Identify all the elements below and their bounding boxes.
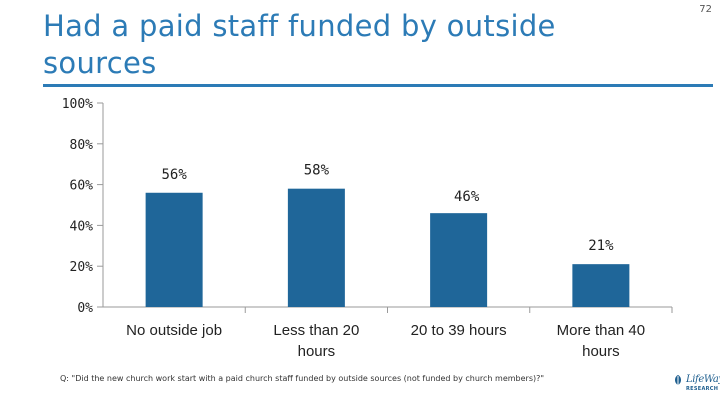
bar (430, 213, 488, 307)
x-tick-label: No outside job (126, 322, 222, 339)
survey-question-footnote: Q: "Did the new church work start with a… (60, 374, 545, 383)
x-tick-label: More than 40 (557, 322, 645, 339)
logo-leaf-icon (675, 375, 681, 385)
x-tick-label: hours (582, 343, 620, 360)
x-tick-label: Less than 20 (273, 322, 359, 339)
data-label: 46% (454, 189, 480, 205)
y-tick-label: 80% (70, 138, 94, 153)
page-title: Had a paid staff funded by outside sourc… (43, 9, 556, 80)
page-number: 72 (699, 4, 712, 15)
data-label: 21% (588, 238, 614, 254)
y-tick-label: 0% (77, 301, 93, 316)
x-tick-label: hours (298, 343, 336, 360)
logo-subtext: RESEARCH (686, 386, 719, 392)
y-tick-label: 40% (70, 219, 94, 234)
x-tick-label: 20 to 39 hours (411, 322, 507, 339)
bar (287, 188, 345, 307)
data-label: 58% (304, 163, 330, 179)
logo-wordmark: LifeWay (686, 374, 720, 385)
y-tick-label: 20% (70, 260, 94, 275)
bar (145, 192, 203, 307)
lifeway-research-logo: LifeWay RESEARCH (672, 372, 720, 400)
y-tick-label: 60% (70, 179, 94, 194)
y-tick-label: 100% (62, 97, 93, 112)
data-label: 56% (161, 167, 187, 183)
title-divider (43, 84, 713, 87)
bar (572, 264, 630, 307)
